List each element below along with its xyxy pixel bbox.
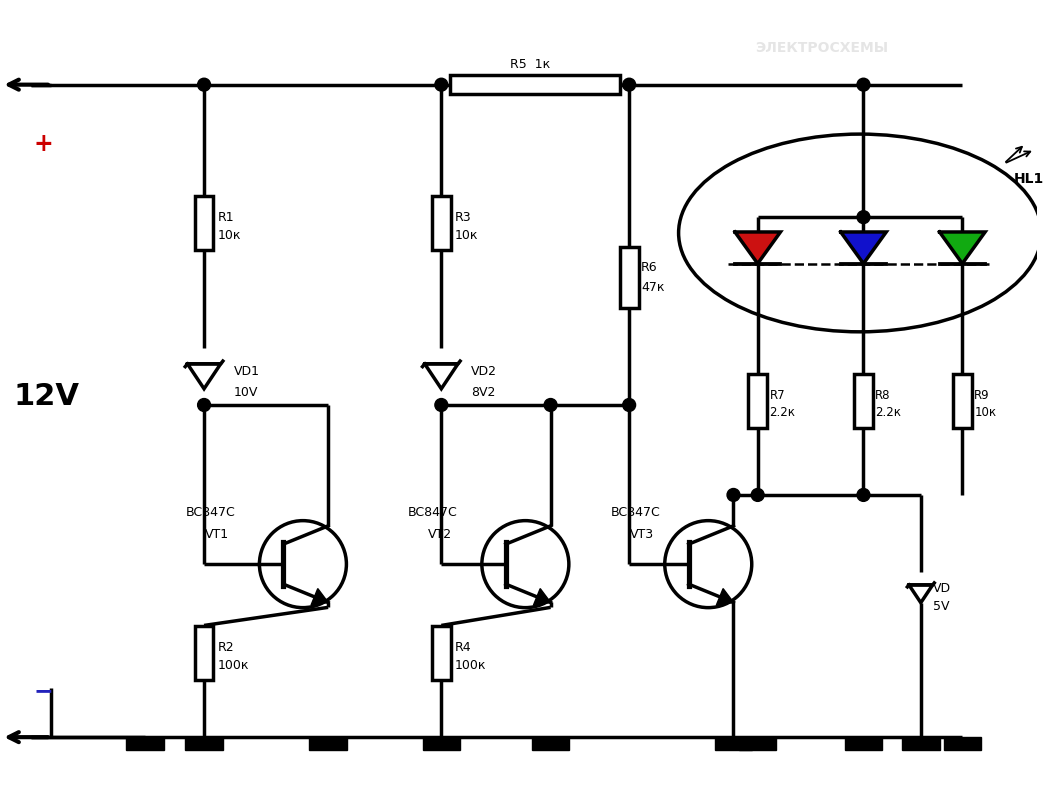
- Circle shape: [435, 78, 447, 91]
- Polygon shape: [940, 232, 985, 264]
- Bar: [943, 737, 981, 750]
- Circle shape: [857, 488, 870, 501]
- Bar: [854, 374, 873, 428]
- Circle shape: [544, 398, 558, 411]
- Circle shape: [664, 521, 751, 608]
- Text: 12V: 12V: [14, 381, 80, 410]
- Bar: [739, 737, 777, 750]
- Text: R5  1к: R5 1к: [510, 58, 550, 71]
- Text: 10V: 10V: [234, 385, 258, 399]
- Bar: [422, 737, 460, 750]
- Bar: [195, 196, 214, 250]
- Bar: [309, 737, 347, 750]
- Bar: [195, 626, 214, 680]
- Text: 100к: 100к: [218, 659, 249, 672]
- Text: 10к: 10к: [218, 230, 241, 243]
- Bar: [953, 374, 971, 428]
- Text: R9: R9: [975, 388, 989, 401]
- Circle shape: [727, 488, 740, 501]
- Bar: [432, 626, 451, 680]
- Text: 2.2к: 2.2к: [875, 406, 901, 419]
- Circle shape: [623, 78, 635, 91]
- Text: 5V: 5V: [933, 600, 949, 613]
- Bar: [432, 196, 451, 250]
- Bar: [902, 737, 940, 750]
- Circle shape: [482, 521, 569, 608]
- Bar: [126, 737, 163, 750]
- Text: VD: VD: [933, 583, 951, 596]
- Circle shape: [260, 521, 347, 608]
- Polygon shape: [424, 364, 458, 388]
- Bar: [619, 247, 638, 308]
- Text: ЭЛЕКТРОСХЕМЫ: ЭЛЕКТРОСХЕМЫ: [756, 41, 889, 55]
- Circle shape: [198, 78, 211, 91]
- Text: R1: R1: [218, 210, 235, 223]
- Text: R6: R6: [641, 261, 658, 274]
- Bar: [748, 374, 767, 428]
- Polygon shape: [909, 585, 933, 603]
- Text: +: +: [34, 132, 52, 156]
- Text: VD1: VD1: [234, 365, 260, 378]
- Text: 8V2: 8V2: [471, 385, 496, 399]
- Polygon shape: [188, 364, 221, 388]
- Polygon shape: [840, 232, 887, 264]
- Text: VT2: VT2: [428, 529, 452, 542]
- Text: VT1: VT1: [205, 529, 230, 542]
- Text: BC847C: BC847C: [185, 505, 235, 519]
- Text: 10к: 10к: [975, 406, 997, 419]
- Text: VD2: VD2: [471, 365, 497, 378]
- Circle shape: [857, 210, 870, 223]
- Polygon shape: [533, 588, 550, 605]
- Bar: [715, 737, 752, 750]
- Text: R3: R3: [455, 210, 472, 223]
- Text: BC847C: BC847C: [408, 505, 458, 519]
- Text: R2: R2: [218, 641, 235, 654]
- Bar: [531, 737, 569, 750]
- Circle shape: [198, 398, 211, 411]
- Text: −: −: [34, 679, 52, 703]
- Bar: [845, 737, 882, 750]
- Circle shape: [751, 488, 764, 501]
- Text: R8: R8: [875, 388, 891, 401]
- Text: BC847C: BC847C: [610, 505, 660, 519]
- Text: 100к: 100к: [455, 659, 486, 672]
- Polygon shape: [311, 588, 328, 605]
- Text: HL1: HL1: [1013, 172, 1044, 185]
- Text: R4: R4: [455, 641, 472, 654]
- Circle shape: [623, 398, 635, 411]
- Text: 2.2к: 2.2к: [769, 406, 795, 419]
- Bar: [451, 75, 620, 94]
- Circle shape: [857, 78, 870, 91]
- Polygon shape: [735, 232, 781, 264]
- Text: 47к: 47к: [641, 280, 664, 294]
- Text: 10к: 10к: [455, 230, 479, 243]
- Polygon shape: [717, 588, 734, 605]
- Text: VT3: VT3: [630, 529, 654, 542]
- Bar: [185, 737, 223, 750]
- Text: R7: R7: [769, 388, 785, 401]
- Circle shape: [435, 398, 447, 411]
